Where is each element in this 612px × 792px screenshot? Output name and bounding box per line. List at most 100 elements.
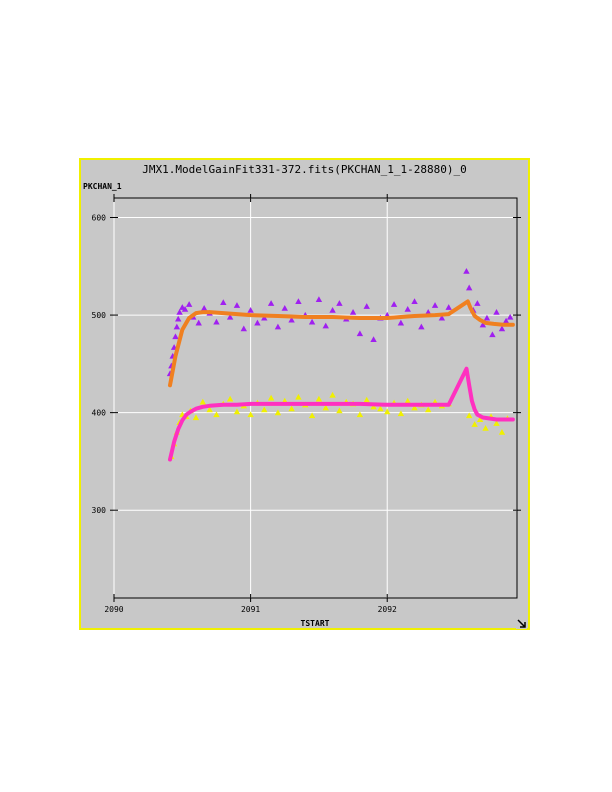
data-point-triangle [404,306,411,312]
data-point-triangle [199,398,206,405]
data-point-triangle [356,330,364,337]
series-2 [168,299,515,388]
data-point-triangle [267,300,275,306]
data-point-triangle [175,315,182,322]
series-0 [166,267,514,377]
data-point-triangle [483,314,491,321]
x-tick-label: 2091 [241,605,260,614]
series-layer [166,267,515,462]
chart-title: JMX1.ModelGainFit331-372.fits(PKCHAN_1_1… [142,163,467,176]
data-point-triangle [336,407,343,414]
data-point-triangle [397,410,405,417]
data-point-triangle [498,325,506,332]
data-point-triangle [181,306,189,312]
data-point-triangle [322,322,329,329]
data-point-triangle [336,300,343,306]
data-point-triangle [185,301,193,307]
data-point-triangle [363,303,370,309]
data-point-triangle [315,395,323,402]
data-point-triangle [463,267,470,274]
data-point-triangle [411,404,418,411]
y-tick-label: 300 [92,506,107,515]
data-point-triangle [471,421,478,427]
data-point-triangle [173,323,181,330]
data-point-triangle [329,306,336,313]
data-point-triangle [213,411,220,418]
data-point-triangle [465,412,473,419]
data-point-triangle [493,308,500,315]
data-point-triangle [226,313,234,320]
data-point-triangle [438,314,446,321]
data-point-triangle [254,319,261,326]
data-point-triangle [213,318,220,325]
data-point-triangle [476,416,484,423]
data-point-triangle [474,300,481,306]
data-point-triangle [176,308,183,315]
data-point-triangle [192,414,200,421]
data-point-triangle [308,318,316,325]
data-point-triangle [220,299,227,305]
x-tick-label: 2090 [104,605,123,614]
data-point-triangle [384,408,391,415]
series-3 [168,366,515,462]
data-point-triangle [425,406,432,413]
data-point-triangle [274,323,282,330]
series-line [168,366,515,462]
data-point-triangle [315,296,323,303]
data-point-triangle [349,308,357,315]
data-point-triangle [261,406,268,413]
data-point-triangle [370,403,377,410]
resize-corner-icon[interactable] [516,616,527,629]
series-line [168,299,515,388]
data-point-triangle [195,319,202,326]
data-point-triangle [261,314,268,321]
data-point-triangle [489,331,496,338]
data-point-triangle [479,321,487,328]
data-point-triangle [404,397,411,404]
data-point-triangle [498,428,506,435]
data-point-triangle [247,411,254,418]
data-point-triangle [363,396,370,403]
data-point-triangle [295,393,302,400]
data-point-triangle [240,325,247,332]
data-point-triangle [288,405,295,412]
y-tick-label: 600 [92,214,107,223]
data-point-triangle [233,302,241,308]
data-point-triangle [247,306,254,313]
data-point-triangle [200,305,208,311]
data-point-triangle [226,395,234,402]
data-point-triangle [493,420,500,426]
data-point-triangle [425,308,432,315]
data-point-triangle [329,391,336,398]
data-point-triangle [322,404,329,411]
data-point-triangle [295,298,302,304]
data-point-triangle [377,405,384,412]
data-point-triangle [445,304,452,310]
data-point-triangle [390,301,398,307]
data-point-triangle [356,411,364,418]
y-axis-label: PKCHAN_1 [83,182,122,191]
data-point-triangle [482,425,489,431]
y-tick-label: 500 [92,311,107,320]
data-point-triangle [465,284,473,291]
data-point-triangle [267,394,275,401]
data-point-triangle [502,317,510,324]
data-point-triangle [281,305,288,311]
data-point-triangle [418,323,425,330]
data-point-triangle [172,333,179,340]
data-point-triangle [431,302,439,308]
data-point-triangle [233,408,241,415]
plot-window: 300 400 500 600 2090 2091 2092 PKCHAN_1 TSTART… [79,158,530,630]
data-point-triangle [308,412,316,419]
data-point-triangle [397,319,405,326]
y-tick-label: 400 [92,409,107,418]
data-point-triangle [274,409,282,416]
data-point-triangle [370,336,377,343]
data-point-triangle [506,313,514,320]
data-point-triangle [411,298,418,304]
chart: 300 400 500 600 2090 2091 2092 PKCHAN_1 TSTART [83,182,521,628]
x-axis-label: TSTART [301,619,330,628]
axis-ticks: 300 400 500 600 2090 2091 2092 [92,194,521,614]
data-point-triangle [206,406,213,413]
plot-area-background [113,197,518,599]
